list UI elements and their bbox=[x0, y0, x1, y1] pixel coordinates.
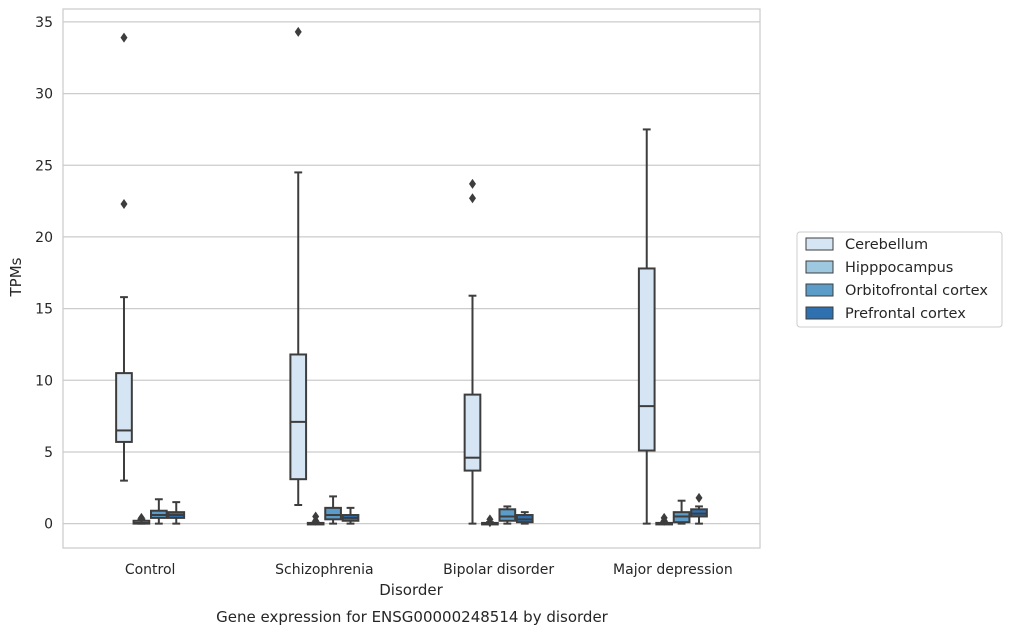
outlier-point bbox=[486, 514, 494, 525]
legend-swatch bbox=[805, 306, 834, 320]
box-iqr bbox=[463, 393, 482, 472]
outlier-point bbox=[660, 512, 668, 523]
box-cerebellum bbox=[463, 178, 482, 525]
box-iqr bbox=[498, 508, 517, 522]
outlier-point bbox=[120, 32, 128, 43]
outlier-point bbox=[294, 26, 302, 37]
box-prefrontal-cortex bbox=[515, 511, 534, 525]
y-tick-label: 25 bbox=[35, 158, 53, 174]
box-cerebellum bbox=[637, 128, 656, 525]
chart-title: Gene expression for ENSG00000248514 by d… bbox=[216, 608, 609, 626]
box-prefrontal-cortex bbox=[690, 492, 708, 525]
y-axis-ticks: 0 5 10 15 20 25 30 35 bbox=[35, 15, 53, 533]
legend-swatch bbox=[805, 260, 834, 274]
box-hipppocampus bbox=[481, 514, 499, 528]
legend-frame bbox=[796, 231, 1003, 328]
box-hipppocampus bbox=[655, 512, 674, 526]
x-tick-label: Schizophrenia bbox=[275, 562, 373, 578]
outlier-point bbox=[468, 178, 476, 189]
box-iqr bbox=[324, 506, 342, 521]
y-tick-label: 30 bbox=[35, 87, 53, 103]
x-axis-label: Disorder bbox=[379, 581, 443, 599]
legend-entry: Prefrontal cortex bbox=[845, 306, 966, 322]
box-prefrontal-cortex bbox=[167, 501, 186, 525]
box-hipppocampus bbox=[132, 512, 151, 525]
grid-lines bbox=[63, 21, 760, 525]
x-tick-label: Bipolar disorder bbox=[443, 562, 554, 578]
y-axis-label: TPMs bbox=[7, 257, 25, 297]
box-iqr bbox=[115, 372, 133, 443]
y-tick-label: 0 bbox=[44, 517, 53, 533]
outlier-point bbox=[468, 193, 476, 204]
box-orbitofrontal-cortex bbox=[672, 499, 691, 525]
box-iqr bbox=[289, 353, 308, 481]
y-tick-label: 10 bbox=[35, 373, 53, 389]
box-hipppocampus bbox=[306, 511, 325, 526]
y-tick-label: 15 bbox=[35, 302, 53, 318]
y-tick-label: 35 bbox=[35, 15, 53, 31]
box-orbitofrontal-cortex bbox=[149, 498, 168, 525]
legend: Cerebellum Hipppocampus Orbitofrontal cort… bbox=[796, 231, 1003, 328]
legend-entry: Cerebellum bbox=[845, 237, 928, 253]
box-cerebellum bbox=[115, 32, 133, 482]
outlier-point bbox=[120, 198, 128, 209]
outlier-point bbox=[695, 492, 703, 503]
y-tick-label: 20 bbox=[35, 230, 53, 246]
x-tick-label: Major depression bbox=[613, 562, 733, 578]
legend-swatch bbox=[805, 237, 834, 251]
box-cerebellum bbox=[289, 26, 308, 506]
x-tick-label: Control bbox=[125, 562, 176, 578]
box-plot-marks bbox=[115, 26, 708, 528]
x-axis-ticks: Control Schizophrenia Bipolar disorder Majo… bbox=[125, 562, 733, 578]
outlier-point bbox=[137, 512, 145, 523]
box-orbitofrontal-cortex bbox=[498, 505, 517, 525]
outlier-point bbox=[312, 511, 320, 522]
plot-frame bbox=[62, 8, 761, 549]
legend-entry: Hipppocampus bbox=[845, 260, 953, 276]
box-prefrontal-cortex bbox=[341, 506, 360, 525]
box-iqr bbox=[637, 267, 656, 452]
legend-swatch bbox=[805, 283, 834, 297]
legend-entry: Orbitofrontal cortex bbox=[845, 283, 988, 299]
y-tick-label: 5 bbox=[44, 445, 53, 461]
box-orbitofrontal-cortex bbox=[324, 495, 342, 525]
